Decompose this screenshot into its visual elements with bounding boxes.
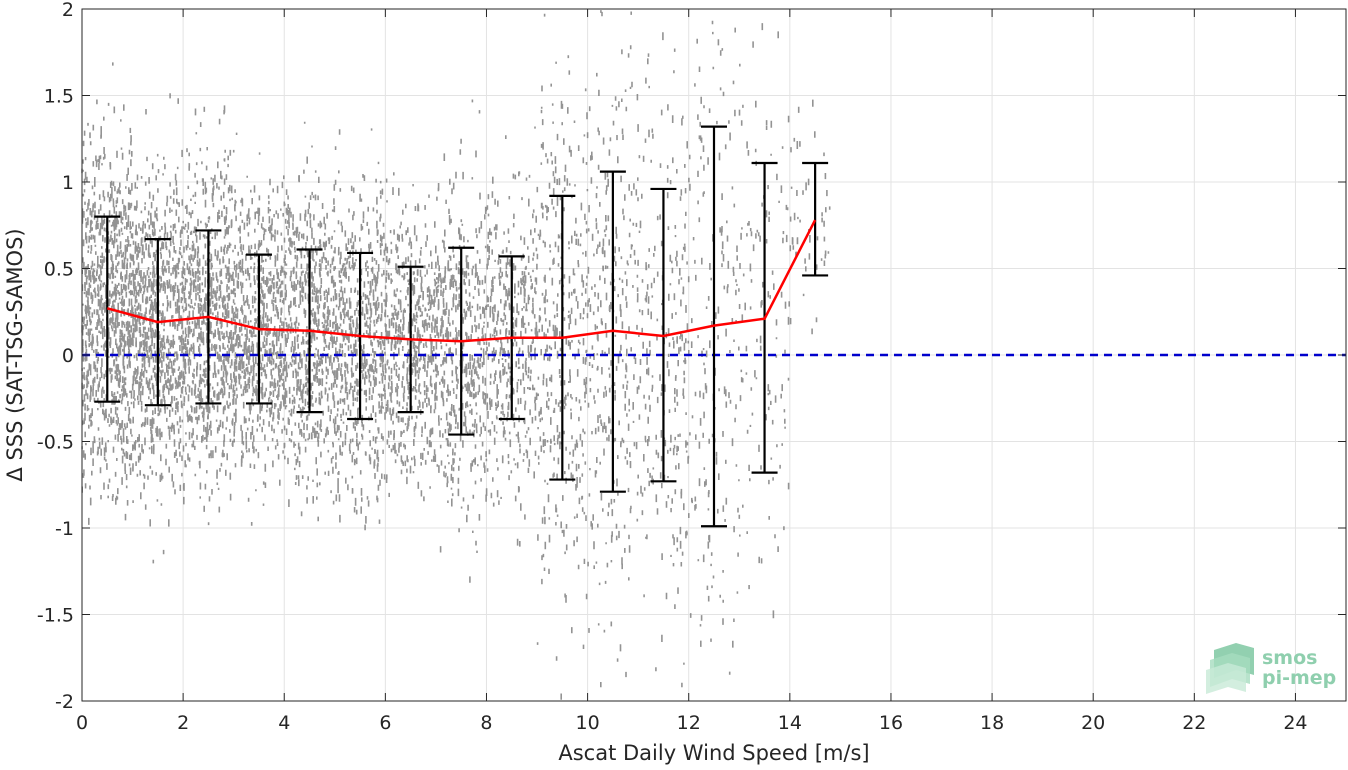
y-tick-label: -1.5 xyxy=(37,605,74,627)
x-tick-label: 0 xyxy=(76,712,88,734)
x-axis-label: Ascat Daily Wind Speed [m/s] xyxy=(558,741,869,765)
y-axis-ticks: -2 -1.5 -1 -0.5 0 0.5 1 1.5 2 xyxy=(37,0,1346,713)
x-tick-label: 22 xyxy=(1182,712,1206,734)
y-tick-label: -2 xyxy=(55,691,74,713)
y-axis-label: Δ SSS (SAT-TSG-SAMOS) xyxy=(3,228,27,481)
x-tick-label: 8 xyxy=(480,712,492,734)
scatter-points xyxy=(81,10,831,700)
x-tick-label: 10 xyxy=(576,712,600,734)
error-bar xyxy=(802,161,829,277)
y-tick-label: 0.5 xyxy=(44,259,74,281)
y-tick-label: 1 xyxy=(62,172,74,194)
scatter-cloud xyxy=(81,10,831,700)
x-tick-label: 14 xyxy=(778,712,802,734)
y-tick-label: 2 xyxy=(62,0,74,21)
smos-pi-mep-logo: smos pi-mep xyxy=(1206,643,1336,694)
y-tick-label: -1 xyxy=(55,518,74,540)
mean-polyline xyxy=(106,219,817,343)
x-tick-label: 24 xyxy=(1283,712,1307,734)
y-tick-label: -0.5 xyxy=(37,432,74,454)
logo-text-smos: smos xyxy=(1262,647,1317,669)
y-tick-label: 1.5 xyxy=(44,86,74,108)
x-tick-label: 16 xyxy=(879,712,903,734)
x-tick-label: 2 xyxy=(177,712,189,734)
x-tick-label: 4 xyxy=(278,712,290,734)
x-axis-ticks: 0 2 4 6 8 10 12 14 16 18 20 22 24 xyxy=(76,9,1308,734)
logo-text-pi-mep: pi-mep xyxy=(1262,667,1336,689)
x-tick-label: 12 xyxy=(677,712,701,734)
logo-mark-icon xyxy=(1206,643,1254,694)
mean-line xyxy=(106,219,817,343)
y-tick-label: 0 xyxy=(62,345,74,367)
x-tick-label: 18 xyxy=(980,712,1004,734)
x-tick-label: 6 xyxy=(379,712,391,734)
x-tick-label: 20 xyxy=(1081,712,1105,734)
